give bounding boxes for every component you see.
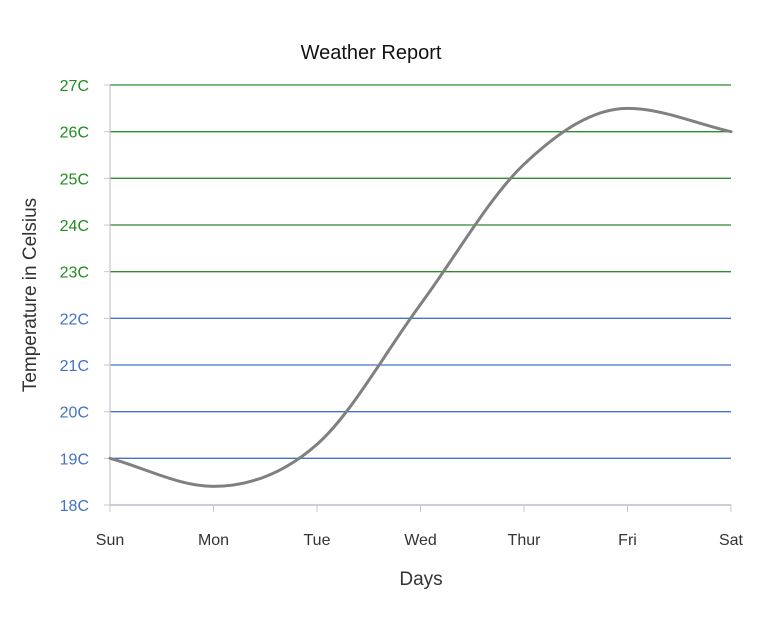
x-tick-label: Fri bbox=[618, 532, 637, 549]
x-tick-label: Tue bbox=[304, 532, 331, 549]
y-tick-label: 21C bbox=[60, 358, 89, 375]
y-tick-label: 19C bbox=[60, 451, 89, 468]
y-tick-label: 23C bbox=[60, 265, 89, 282]
chart-title: Weather Report bbox=[301, 42, 442, 64]
x-axis-title: Days bbox=[399, 569, 442, 590]
x-tick-label: Sat bbox=[719, 532, 744, 549]
series-lines bbox=[108, 106, 733, 488]
gridlines bbox=[110, 84, 731, 506]
x-tick-labels: Sun Mon Tue Wed Thur Fri Sat bbox=[96, 532, 744, 549]
x-tick-label: Thur bbox=[508, 532, 542, 549]
x-tick-label: Sun bbox=[96, 532, 124, 549]
y-tick-label: 26C bbox=[60, 125, 89, 142]
y-tick-label: 20C bbox=[60, 405, 89, 422]
y-axis-title: Temperature in Celsius bbox=[20, 198, 41, 392]
y-tick-label: 22C bbox=[60, 311, 89, 328]
y-tick-label: 18C bbox=[60, 498, 89, 515]
y-tick-label: 25C bbox=[60, 171, 89, 188]
x-tick-label: Mon bbox=[198, 532, 229, 549]
y-tick-label: 27C bbox=[60, 78, 89, 95]
y-tick-labels: 18C 19C 20C 21C 22C 23C 24C 25C 26C 27C bbox=[60, 78, 89, 515]
y-tick-label: 24C bbox=[60, 218, 89, 235]
series-line bbox=[108, 106, 733, 488]
x-tick-label: Wed bbox=[404, 532, 437, 549]
axes bbox=[104, 84, 732, 512]
